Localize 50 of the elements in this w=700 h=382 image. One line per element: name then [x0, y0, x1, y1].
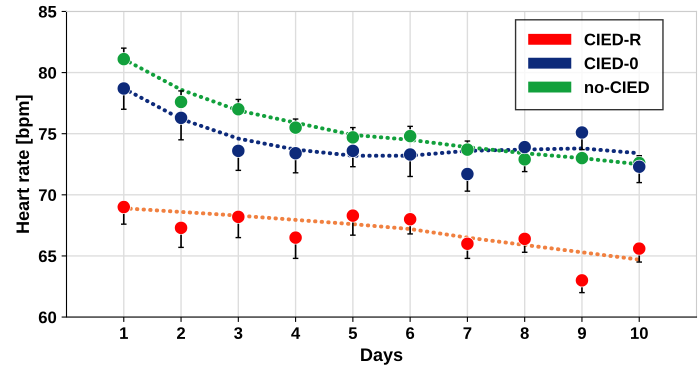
point [403, 148, 418, 162]
y-tick-label: 60 [38, 311, 56, 324]
point [231, 144, 246, 158]
point [403, 212, 418, 226]
point [288, 120, 303, 135]
point [346, 208, 360, 223]
x-axis-title: Days [361, 348, 402, 365]
point [575, 273, 589, 288]
point [518, 140, 532, 154]
legend-label: CIED-R [584, 34, 641, 46]
point [288, 230, 303, 245]
point [575, 126, 589, 140]
x-tick-label: 5 [348, 327, 358, 340]
y-tick-label: 70 [38, 189, 56, 202]
y-tick-label: 65 [38, 250, 56, 262]
y-tick-label: 75 [38, 128, 56, 140]
y-tick-label: 85 [38, 6, 56, 18]
x-tick-label: 10 [631, 327, 648, 340]
point [346, 130, 360, 144]
point [575, 151, 589, 166]
point [174, 94, 188, 109]
point [403, 129, 418, 144]
point [460, 142, 474, 157]
point [460, 236, 474, 251]
point [116, 82, 131, 96]
x-tick-label: 3 [234, 327, 242, 340]
legend-label: CIED-0 [584, 57, 638, 70]
point [518, 232, 532, 246]
legend-label: no-CIED [585, 81, 649, 94]
x-tick-label: 4 [291, 327, 300, 339]
point [288, 146, 303, 160]
x-tick-label: 8 [520, 327, 529, 340]
point [174, 220, 188, 235]
point [231, 210, 246, 224]
point [346, 144, 360, 158]
x-tick-label: 1 [120, 327, 128, 339]
point [632, 242, 646, 256]
x-tick-label: 7 [463, 327, 472, 339]
point [116, 52, 131, 66]
point [174, 110, 188, 125]
point [231, 102, 246, 116]
x-tick-label: 6 [406, 327, 414, 340]
x-tick-label: 9 [578, 327, 586, 340]
y-axis-title: Heart rate [bpm] [16, 96, 33, 233]
point [460, 167, 474, 181]
point [632, 160, 646, 174]
point [116, 200, 131, 214]
y-tick-label: 80 [38, 66, 56, 79]
point [518, 152, 532, 166]
x-tick-label: 2 [176, 327, 186, 339]
